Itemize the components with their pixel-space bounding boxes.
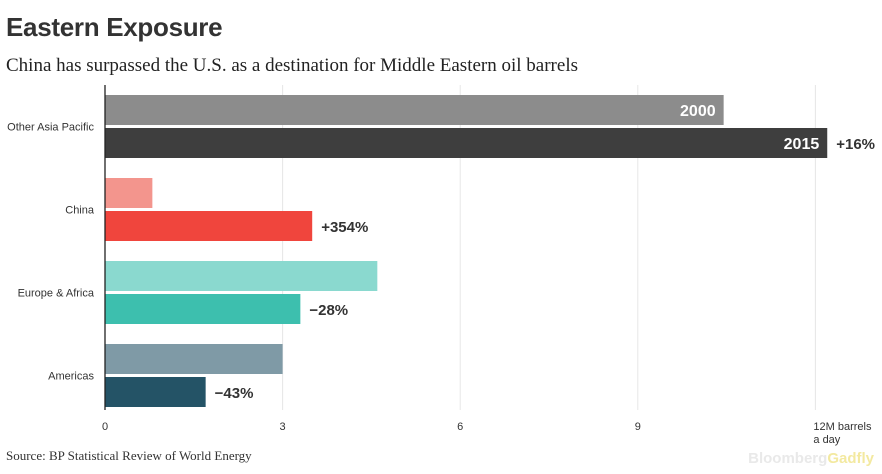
bar-2015-europe-africa: [105, 294, 301, 324]
change-label: +16%: [836, 136, 875, 153]
change-label: −43%: [215, 385, 254, 402]
bar-2015-china: [105, 211, 313, 241]
change-label: +354%: [321, 219, 368, 236]
bar-2000-europe-africa: [105, 261, 378, 291]
chart-title: Eastern Exposure: [6, 12, 223, 42]
bar-year-label: 2000: [680, 103, 716, 120]
bar-2000-americas: [105, 344, 283, 374]
category-label: Other Asia Pacific: [7, 122, 94, 134]
chart-subtitle: China has surpassed the U.S. as a destin…: [6, 55, 578, 76]
category-label: China: [65, 205, 95, 217]
category-label: Americas: [48, 371, 94, 383]
brand-logo: BloombergGadfly: [748, 450, 874, 467]
bar-2015-americas: [105, 377, 206, 407]
brand-gadfly: Gadfly: [827, 450, 874, 467]
category-label: Europe & Africa: [18, 288, 95, 300]
bar-2015-other-asia-pacific: [105, 128, 828, 158]
bar-2000-china: [105, 178, 153, 208]
x-tick-label: 9: [635, 421, 641, 433]
x-tick-label: 6: [457, 421, 463, 433]
x-tick-label: 0: [102, 421, 108, 433]
bar-2000-other-asia-pacific: [105, 95, 724, 125]
bar-year-label: 2015: [784, 136, 820, 153]
change-label: −28%: [309, 302, 348, 319]
brand-bloomberg: Bloomberg: [748, 450, 828, 467]
x-tick-label: 3: [280, 421, 286, 433]
source-note: Source: BP Statistical Review of World E…: [6, 448, 252, 463]
x-tick-label: 12M barrels a day: [813, 421, 872, 446]
